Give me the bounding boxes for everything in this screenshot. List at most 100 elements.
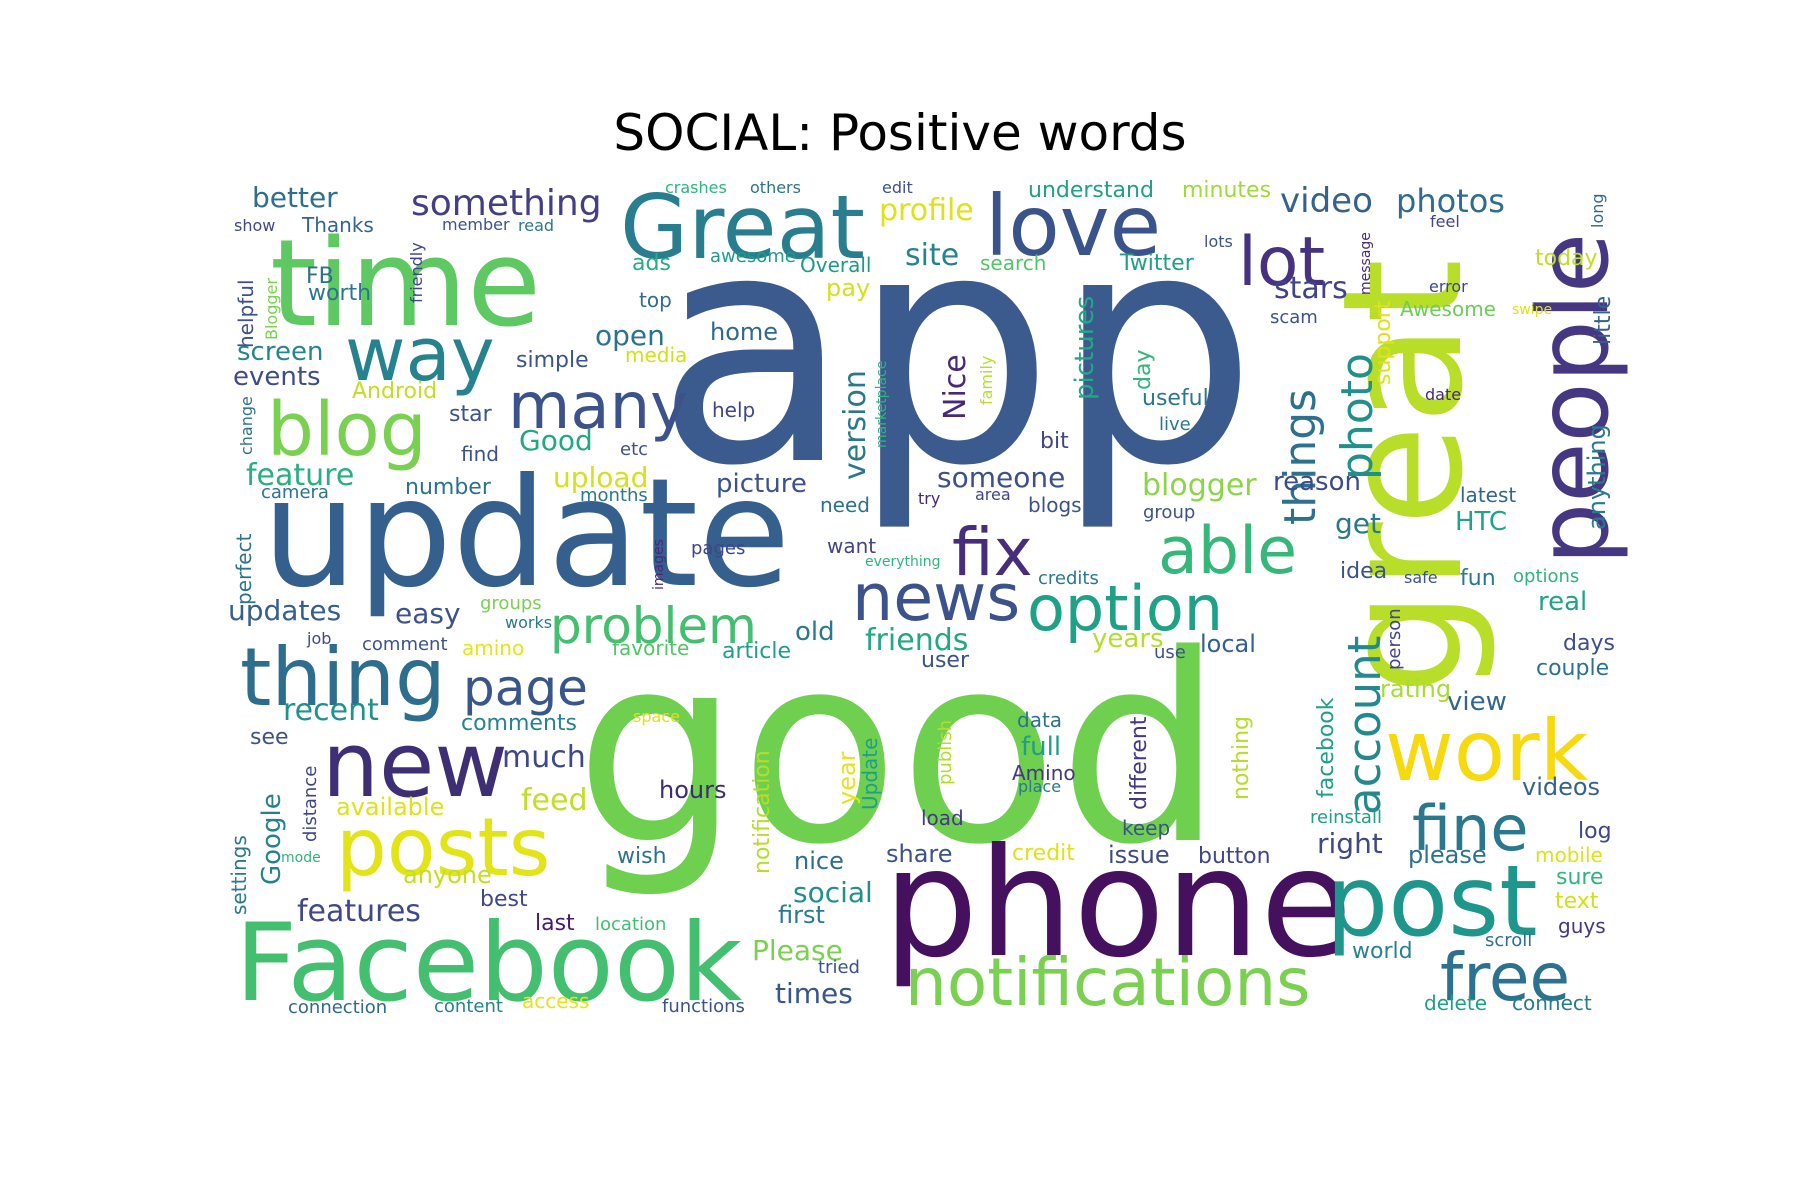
word-works: works [505, 613, 552, 632]
word-blogger: Blogger [262, 278, 281, 340]
word-comments: comments [461, 711, 577, 736]
word-good: Good [519, 424, 593, 457]
word-fb: FB [306, 264, 334, 289]
word-anyone: anyone [403, 861, 492, 889]
word-overall: Overall [800, 253, 871, 277]
word-help: help [712, 398, 755, 422]
word-change: change [237, 396, 256, 455]
word-scroll: scroll [1485, 930, 1532, 951]
word-publish: publish [935, 720, 956, 785]
word-best: best [480, 887, 528, 912]
word-posts: posts [336, 801, 550, 894]
word-latest: latest [1460, 483, 1516, 507]
word-app: app [655, 164, 1257, 536]
word-message: message [1358, 232, 1374, 295]
word-nice: Nice [938, 354, 973, 420]
word-screen: screen [237, 337, 323, 367]
word-log: log [1578, 819, 1612, 844]
word-use: use [1154, 642, 1186, 663]
word-full: full [1021, 732, 1061, 762]
word-search: search [980, 251, 1046, 275]
word-great: Great [620, 176, 865, 279]
word-reason: reason [1273, 467, 1361, 497]
word-connect: connect [1512, 991, 1592, 1015]
word-someone: someone [937, 461, 1065, 494]
word-little: little [1591, 296, 1616, 345]
word-love: love [985, 177, 1161, 275]
word-connection: connection [288, 997, 387, 1018]
word-idea: idea [1340, 559, 1387, 584]
word-tried: tried [818, 957, 860, 978]
word-available: available [336, 793, 444, 821]
word-fix: fix [952, 514, 1033, 591]
word-perfect: perfect [232, 533, 256, 605]
word-videos: videos [1522, 773, 1600, 801]
word-news: news [852, 561, 1020, 636]
word-keep: keep [1122, 816, 1170, 840]
word-see: see [250, 725, 289, 750]
word-stars: stars [1274, 271, 1348, 306]
word-content: content [434, 996, 503, 1017]
word-worth: worth [308, 281, 371, 306]
word-old: old [795, 617, 835, 647]
word-thanks: Thanks [301, 213, 374, 237]
word-long: long [1588, 193, 1607, 228]
word-great: great [1307, 259, 1499, 695]
word-simple: simple [516, 348, 589, 373]
word-read: read [518, 216, 554, 235]
word-video: video [1280, 181, 1373, 221]
word-camera: camera [261, 482, 329, 503]
word-space: space [633, 707, 680, 726]
word-photos: photos [1396, 182, 1505, 220]
word-blog: blog [267, 387, 427, 473]
word-edit: edit [882, 178, 913, 197]
word-star: star [449, 402, 493, 427]
word-settings: settings [227, 835, 251, 915]
word-update: update [262, 447, 791, 621]
word-twitter: Twitter [1119, 251, 1195, 276]
word-text: text [1555, 889, 1599, 914]
word-things: things [1275, 389, 1326, 525]
word-live: live [1159, 414, 1191, 435]
word-way: way [345, 312, 495, 398]
word-awesome: Awesome [1400, 297, 1496, 321]
word-awesome: awesome [710, 246, 796, 267]
word-times: times [775, 977, 853, 1010]
word-thing: thing [240, 631, 446, 724]
word-comment: comment [362, 634, 448, 655]
word-top: top [639, 288, 672, 312]
word-credit: credit [1012, 841, 1075, 866]
word-recent: recent [283, 693, 379, 728]
word-facebook: facebook [1314, 697, 1339, 798]
word-place: place [1018, 777, 1061, 796]
word-issue: issue [1108, 841, 1170, 869]
word-date: date [1425, 385, 1461, 404]
word-try: try [918, 489, 940, 508]
word-get: get [1335, 507, 1381, 540]
word-safe: safe [1404, 568, 1438, 587]
word-events: events [233, 362, 321, 392]
word-updates: updates [228, 594, 341, 627]
word-bit: bit [1040, 429, 1069, 454]
word-free: free [1440, 939, 1570, 1016]
word-amino: Amino [1012, 761, 1076, 785]
word-profile: profile [879, 193, 974, 228]
word-minutes: minutes [1182, 178, 1271, 203]
word-amino: amino [462, 636, 524, 660]
word-everything: everything [865, 554, 941, 570]
word-couple: couple [1536, 656, 1609, 681]
word-anything: anything [1583, 424, 1611, 530]
word-mobile: mobile [1535, 843, 1603, 867]
word-lots: lots [1204, 232, 1233, 251]
word-mode: mode [281, 850, 321, 866]
word-pictures: pictures [1070, 296, 1100, 400]
word-share: share [886, 840, 953, 868]
word-good: good [575, 600, 1223, 902]
word-rating: rating [1380, 675, 1451, 703]
word-load: load [921, 806, 964, 830]
word-crashes: crashes [665, 178, 727, 197]
word-friends: friends [865, 623, 968, 658]
word-please: Please [752, 934, 843, 967]
word-problem: problem [550, 597, 757, 655]
